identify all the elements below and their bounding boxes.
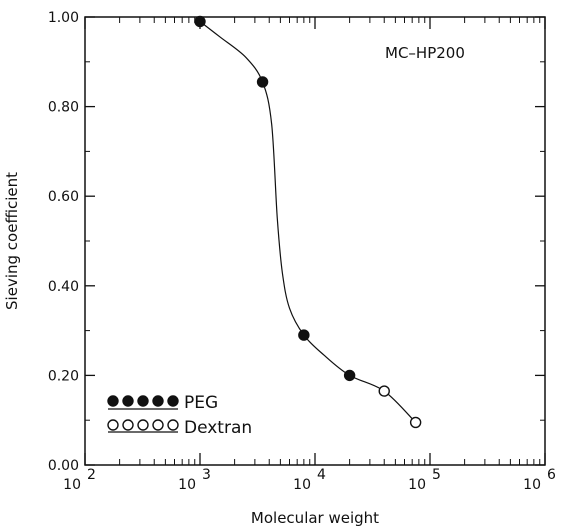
peg-point [343, 369, 356, 382]
data-points [194, 15, 422, 429]
x-tick-label: 10 4 [293, 467, 326, 493]
legend: PEG Dextran [107, 393, 252, 438]
legend-marker [167, 395, 179, 407]
x-tick-base: 10 [408, 477, 426, 493]
x-tick-label: 10 2 [63, 467, 96, 493]
x-tick-base: 10 [63, 477, 81, 493]
x-axis-title: Molecular weight [251, 509, 379, 526]
legend-marker [107, 395, 119, 407]
x-tick-label: 10 5 [408, 467, 441, 493]
y-tick-label: 0.40 [48, 279, 79, 295]
y-tick-labels: 0.00 0.20 0.40 0.60 0.80 1.00 [48, 10, 79, 474]
x-tick-base: 10 [293, 477, 311, 493]
legend-marker [167, 419, 179, 431]
peg-point [298, 329, 310, 341]
x-tick-base: 10 [523, 477, 541, 493]
x-tick-base: 10 [178, 477, 196, 493]
dextran-point [409, 416, 422, 429]
annotation-label: MC–HP200 [385, 44, 465, 62]
y-tick-label: 0.80 [48, 100, 79, 116]
peg-point [194, 15, 206, 28]
x-tick-exponent: 2 [87, 467, 96, 483]
x-tick-label: 10 6 [523, 467, 556, 493]
y-tick-label: 1.00 [48, 10, 79, 26]
legend-marker [137, 395, 149, 407]
y-axis-title: Sieving coefficient [3, 172, 21, 310]
legend-label-dextran: Dextran [184, 418, 252, 438]
y-tick-label: 0.00 [48, 458, 79, 474]
peg-point [256, 76, 269, 88]
ticks [84, 16, 546, 466]
legend-marker [122, 395, 134, 407]
y-tick-label: 0.20 [48, 368, 79, 384]
x-tick-label: 10 3 [178, 467, 211, 493]
x-tick-exponent: 3 [202, 467, 211, 483]
legend-markers-peg [107, 395, 179, 407]
y-tick-label: 0.60 [48, 189, 79, 205]
legend-label-peg: PEG [184, 393, 218, 413]
legend-marker [152, 419, 164, 431]
legend-marker [152, 395, 164, 407]
x-tick-exponent: 6 [547, 467, 556, 483]
fit-curve [199, 21, 417, 423]
legend-marker [137, 419, 149, 431]
legend-markers-dextran [107, 419, 179, 431]
x-tick-exponent: 5 [432, 467, 441, 483]
legend-marker [122, 419, 134, 431]
legend-marker [107, 419, 119, 431]
dextran-point [378, 385, 390, 397]
x-tick-labels: 10 2 10 3 10 4 10 5 10 6 [63, 467, 556, 493]
x-tick-exponent: 4 [317, 467, 326, 483]
